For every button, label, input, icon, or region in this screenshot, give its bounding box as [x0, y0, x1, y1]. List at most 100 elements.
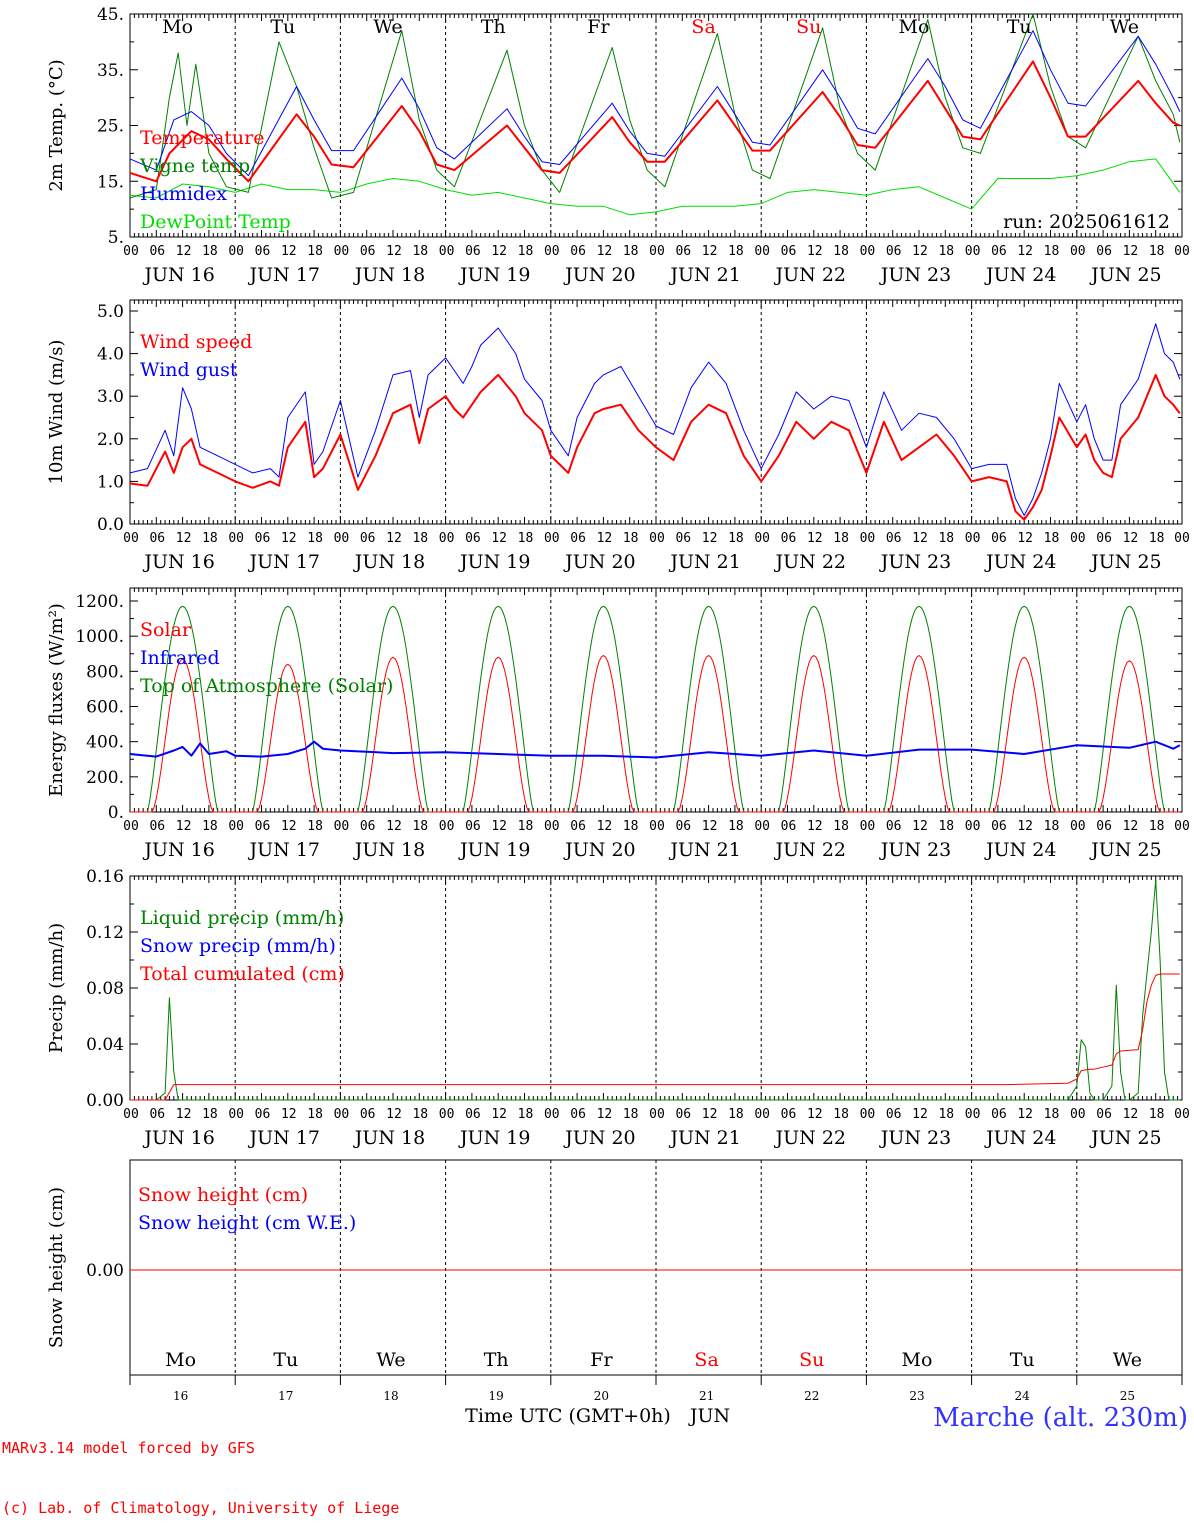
- hour-tick-label: 06: [675, 244, 691, 259]
- date-label: JUN 20: [563, 264, 635, 286]
- date-label: JUN 19: [458, 551, 530, 573]
- hour-tick-label: 18: [623, 1107, 639, 1122]
- legend-entry: Liquid precip (mm/h): [140, 907, 344, 929]
- hour-tick-label: 00: [228, 531, 244, 546]
- series-line-1: [129, 323, 1181, 516]
- hour-tick-label: 00: [1070, 819, 1086, 834]
- hour-tick-label: 00: [228, 244, 244, 259]
- hour-tick-label: 18: [938, 531, 954, 546]
- y-axis-label: 10m Wind (m/s): [46, 340, 67, 485]
- hour-tick-label: 06: [465, 1107, 481, 1122]
- hour-tick-label: 06: [1096, 819, 1112, 834]
- date-label: JUN 20: [563, 551, 635, 573]
- y-tick-label: 0.16: [86, 867, 124, 887]
- y-tick-label: 0.12: [86, 923, 124, 943]
- hour-tick-label: 18: [728, 531, 744, 546]
- date-label: JUN 23: [879, 264, 951, 286]
- hour-tick-label: 00: [544, 531, 560, 546]
- hour-tick-label: 12: [491, 819, 507, 834]
- hour-tick-label: 00: [754, 531, 770, 546]
- hour-tick-label: 12: [386, 819, 402, 834]
- legend-entry: Wind gust: [140, 359, 238, 381]
- date-label: JUN 23: [879, 551, 951, 573]
- hour-tick-label: 00: [439, 1107, 455, 1122]
- hour-tick-label: 06: [1096, 244, 1112, 259]
- legend-entry: Snow precip (mm/h): [140, 935, 336, 957]
- y-tick-label: 1200.: [75, 592, 124, 612]
- date-label: JUN 24: [984, 839, 1056, 861]
- hour-tick-label: 06: [886, 531, 902, 546]
- hour-tick-label: 12: [386, 1107, 402, 1122]
- date-label: JUN 16: [142, 551, 214, 573]
- plot-frame: [129, 587, 1183, 813]
- hour-tick-label: 18: [412, 244, 428, 259]
- date-label: JUN 25: [1089, 839, 1161, 861]
- day-number-label: 20: [594, 1389, 609, 1403]
- date-label: JUN 22: [774, 1127, 846, 1149]
- y-tick-label: 0.08: [86, 979, 124, 999]
- weekday-label: We: [373, 16, 402, 38]
- hour-tick-label: 18: [1044, 244, 1060, 259]
- y-axis-label: Precip (mm/h): [46, 923, 67, 1053]
- hour-tick-label: 12: [597, 531, 613, 546]
- hour-tick-label: 00: [439, 244, 455, 259]
- hour-tick-label: 00: [334, 1107, 350, 1122]
- date-label: JUN 21: [668, 551, 740, 573]
- series-line-0: [129, 60, 1181, 183]
- weekday-label: Mo: [899, 16, 930, 38]
- date-label: JUN 17: [248, 839, 320, 861]
- hour-tick-label: 12: [1123, 244, 1139, 259]
- hour-tick-label: 18: [307, 244, 323, 259]
- hour-tick-label: 06: [1096, 531, 1112, 546]
- y-tick-label: 800.: [86, 662, 124, 682]
- hour-tick-label: 00: [123, 819, 139, 834]
- date-label: JUN 17: [248, 264, 320, 286]
- hour-tick-label: 00: [1174, 531, 1190, 546]
- date-label: JUN 23: [879, 839, 951, 861]
- weekday-label: Su: [799, 1349, 824, 1371]
- y-tick-label: 0.: [108, 803, 124, 823]
- hour-tick-label: 06: [781, 819, 797, 834]
- date-label: JUN 16: [142, 1127, 214, 1149]
- weekday-label: Su: [796, 16, 821, 38]
- hour-tick-label: 06: [991, 244, 1007, 259]
- legend-entry: Solar: [140, 619, 192, 641]
- legend-entry: Humidex: [140, 183, 227, 205]
- hour-tick-label: 06: [255, 244, 271, 259]
- hour-tick-label: 18: [307, 1107, 323, 1122]
- y-tick-label: 4.0: [97, 345, 124, 365]
- hour-tick-label: 12: [1017, 1107, 1033, 1122]
- date-label: JUN 24: [984, 551, 1056, 573]
- date-label: JUN 24: [984, 1127, 1056, 1149]
- legend-entry: Wind speed: [140, 331, 252, 353]
- hour-tick-label: 06: [570, 531, 586, 546]
- hour-tick-label: 00: [1070, 1107, 1086, 1122]
- hour-tick-label: 12: [281, 531, 297, 546]
- hour-tick-label: 18: [833, 244, 849, 259]
- hour-tick-label: 12: [176, 531, 192, 546]
- hour-tick-label: 06: [465, 819, 481, 834]
- y-tick-label: 200.: [86, 768, 124, 788]
- weekday-label: Th: [481, 16, 506, 38]
- hour-tick-label: 12: [281, 244, 297, 259]
- hour-tick-label: 18: [307, 819, 323, 834]
- day-number-label: 22: [804, 1389, 819, 1403]
- y-tick-label: 2.0: [97, 430, 124, 450]
- legend-entry: Snow height (cm W.E.): [138, 1212, 356, 1234]
- day-number-label: 16: [173, 1389, 188, 1403]
- date-label: JUN 18: [353, 839, 425, 861]
- hour-tick-label: 12: [597, 1107, 613, 1122]
- weekday-label: Th: [484, 1349, 509, 1371]
- hour-tick-label: 06: [781, 531, 797, 546]
- weekday-label: We: [1110, 16, 1139, 38]
- y-tick-label: 25.: [97, 117, 124, 137]
- weekday-label: Tu: [1010, 1349, 1035, 1371]
- hour-tick-label: 12: [597, 244, 613, 259]
- hour-tick-label: 06: [360, 244, 376, 259]
- series-line-2: [130, 973, 1180, 1101]
- hour-tick-label: 06: [991, 819, 1007, 834]
- hour-tick-label: 00: [1070, 531, 1086, 546]
- weekday-label: Fr: [587, 16, 610, 38]
- hour-tick-label: 12: [281, 1107, 297, 1122]
- hour-tick-label: 18: [1149, 819, 1165, 834]
